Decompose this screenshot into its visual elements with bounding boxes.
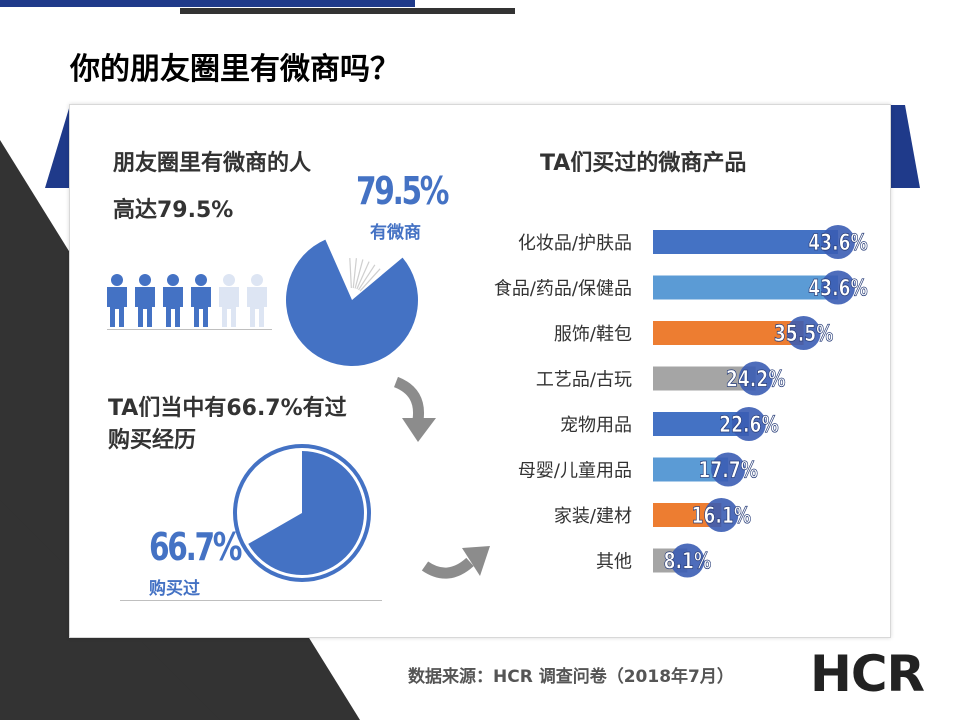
- bar-end-bubble: [786, 316, 821, 350]
- pct-friends-label: 有微商: [370, 223, 421, 243]
- left-heading-1: 朋友圈里有微商的人: [113, 151, 312, 176]
- bar-value-label: 17.7%: [698, 457, 758, 483]
- bar: [653, 366, 756, 391]
- bar-category-label: 食品/药品/保健品: [494, 279, 632, 300]
- people-icons-row: [107, 273, 272, 327]
- left-heading-3-line1: TA们当中有66.7%有过: [108, 396, 347, 421]
- people-underline: [107, 329, 272, 330]
- bar-value-label: 16.1%: [692, 503, 752, 529]
- bar-category-label: 化妆品/护肤品: [518, 233, 632, 254]
- bar-chart-title: TA们买过的微商产品: [540, 151, 747, 176]
- bar-category-label: 工艺品/古玩: [536, 370, 632, 391]
- bar-end-bubble: [704, 498, 739, 532]
- bar-end-bubble: [821, 225, 855, 259]
- bar-category-label: 服饰/鞋包: [554, 324, 632, 345]
- pct-friends-with-weishang: 79.5%: [356, 169, 449, 213]
- bar: [653, 230, 838, 254]
- bar-end-bubble: [670, 543, 705, 578]
- bar-value-label: 43.6%: [808, 275, 868, 301]
- pie-slice-friends-weishang: [286, 239, 419, 366]
- bar-value-label: 35.5%: [774, 321, 834, 347]
- hcr-logo: HCR: [810, 645, 925, 703]
- bar-end-bubble: [738, 361, 773, 396]
- pct-purchased-label: 购买过: [149, 579, 200, 599]
- person-icon-light: [219, 274, 239, 327]
- bar-end-bubble: [711, 452, 746, 487]
- bar: [653, 275, 838, 300]
- source-note: 数据来源：HCR 调查问卷（2018年7月）: [408, 667, 734, 687]
- curved-arrow-right-icon: [421, 546, 490, 579]
- bar-end-bubble: [821, 270, 855, 305]
- bar-category-label: 家装/建材: [554, 506, 632, 527]
- bar-value-label: 8.1%: [664, 548, 712, 574]
- bar-category-label: 母婴/儿童用品: [518, 461, 632, 482]
- person-icon: [163, 274, 183, 327]
- bar-category-label: 其他: [596, 552, 632, 573]
- pct-purchased: 66.7%: [149, 525, 242, 569]
- bar-value-label: 22.6%: [719, 412, 779, 438]
- curved-arrow-down-icon: [393, 376, 436, 442]
- top-dark-line: [180, 8, 515, 14]
- bar-end-bubble: [731, 407, 766, 441]
- top-navy-bar: [0, 0, 415, 7]
- bar-category-label: 宠物用品: [560, 415, 632, 436]
- person-icon-light: [247, 274, 267, 327]
- left-heading-3-line2: 购买经历: [108, 428, 197, 453]
- pie-remainder-hatch: [349, 258, 381, 292]
- bar-value-label: 43.6%: [808, 230, 868, 256]
- bottom-left-underline: [120, 600, 382, 601]
- bar: [653, 321, 804, 345]
- page-title: 你的朋友圈里有微商吗？: [70, 52, 400, 87]
- pie-slice-purchased: [248, 451, 365, 576]
- left-heading-2: 高达79.5%: [113, 198, 234, 223]
- person-icon: [135, 274, 155, 327]
- person-icon: [107, 274, 127, 327]
- people-icons: [107, 274, 267, 327]
- person-icon: [191, 274, 211, 327]
- bar-value-label: 24.2%: [726, 366, 786, 392]
